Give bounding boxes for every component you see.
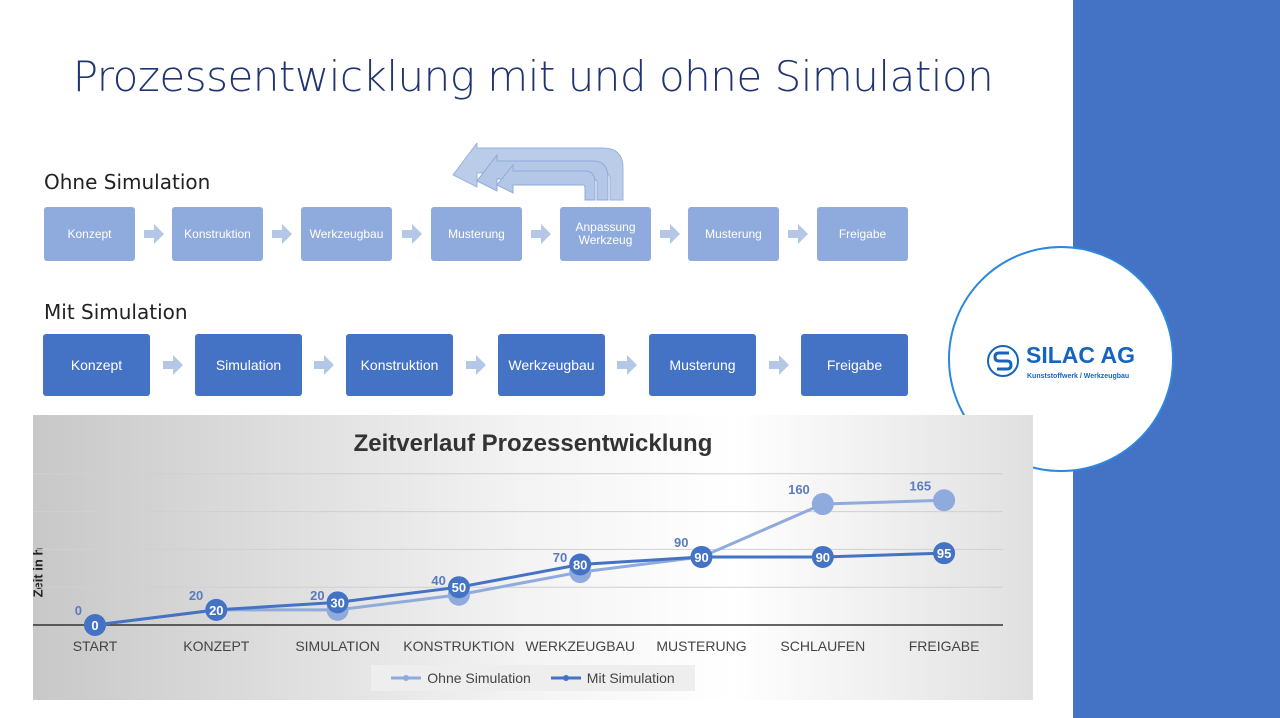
data-point	[690, 545, 713, 568]
process-step: Konstruktion	[346, 334, 453, 396]
data-label: 90	[674, 535, 688, 550]
arrow-right-icon	[788, 224, 808, 249]
x-tick-label: KONZEPT	[183, 638, 250, 654]
process-step: Musterung	[431, 207, 522, 261]
ohne-label: Ohne Simulation	[44, 170, 211, 194]
legend-swatch	[391, 675, 422, 681]
legend-item-ohne: Ohne Simulation	[391, 670, 531, 686]
process-step: Anpassung Werkzeug	[560, 207, 651, 261]
legend-label: Ohne Simulation	[427, 670, 531, 686]
process-step: Simulation	[195, 334, 302, 396]
data-point	[569, 553, 592, 576]
arrow-right-icon	[617, 355, 637, 380]
arrow-right-icon	[314, 355, 334, 380]
x-tick-label: WERKZEUGBAU	[525, 638, 635, 654]
logo-tagline: Kunststoffwerk / Werkzeugbau	[1027, 373, 1130, 380]
process-step: Konzept	[43, 334, 150, 396]
data-point	[447, 576, 470, 599]
data-label: 0	[91, 618, 98, 633]
page-title: Prozessentwicklung mit und ohne Simulati…	[72, 52, 994, 101]
process-step: Freigabe	[801, 334, 908, 396]
arrow-right-icon	[768, 355, 789, 380]
data-label: 165	[909, 478, 931, 493]
data-point	[205, 598, 228, 621]
process-step: Musterung	[649, 334, 756, 396]
chart-title: Zeitverlauf Prozessentwicklung	[353, 430, 713, 457]
x-tick-label: SIMULATION	[295, 638, 380, 654]
silac-logo-icon	[987, 345, 1019, 377]
process-step: Werkzeugbau	[301, 207, 392, 261]
process-step: Werkzeugbau	[498, 334, 605, 396]
x-tick-label: START	[73, 638, 118, 654]
arrow-right-icon	[465, 355, 486, 380]
arrow-right-icon	[162, 355, 183, 380]
legend-item-mit: Mit Simulation	[550, 670, 675, 686]
data-label: 70	[553, 550, 567, 565]
data-point	[933, 542, 956, 565]
arrow-right-icon	[659, 224, 680, 249]
arrow-right-icon	[272, 224, 292, 249]
data-label: 160	[788, 482, 810, 497]
process-step: Konzept	[44, 207, 135, 261]
x-tick-label: FREIGABE	[909, 638, 980, 654]
data-label: 20	[189, 588, 203, 603]
data-point	[933, 489, 956, 512]
loop-back-arrow-icon	[452, 143, 624, 201]
data-label: 90	[816, 550, 830, 565]
legend: Ohne Simulation Mit Simulation	[371, 665, 695, 691]
data-label: 95	[937, 546, 951, 561]
data-label: 0	[75, 603, 82, 618]
data-label: 30	[330, 595, 344, 610]
data-point	[326, 591, 349, 614]
process-step: Konstruktion	[172, 207, 263, 261]
arrow-right-icon	[143, 224, 164, 249]
data-label: 90	[694, 550, 708, 565]
legend-label: Mit Simulation	[586, 670, 675, 686]
x-tick-label: SCHLAUFEN	[780, 638, 865, 654]
data-point	[811, 545, 834, 568]
data-label: 80	[573, 558, 587, 573]
data-point	[84, 614, 106, 636]
process-step: Freigabe	[817, 207, 908, 261]
data-label: 40	[431, 573, 445, 588]
data-label: 50	[452, 580, 466, 595]
data-point	[811, 493, 834, 516]
data-label: 20	[209, 603, 223, 618]
x-tick-label: KONSTRUKTION	[403, 638, 514, 654]
arrow-right-icon	[531, 224, 551, 249]
series-line	[94, 551, 945, 627]
mit-label: Mit Simulation	[44, 300, 188, 324]
process-step: Musterung	[688, 207, 779, 261]
plot-area: START KONZEPT SIMULATION KONSTRUKTION WERKZE…	[33, 473, 1003, 654]
legend-swatch	[550, 675, 581, 681]
time-chart: Zeitverlauf Prozessentwicklung Zeit in h…	[30, 415, 1033, 700]
logo-name: SILAC AG	[1026, 342, 1136, 368]
arrow-right-icon	[401, 224, 422, 249]
x-tick-label: MUSTERUNG	[656, 638, 746, 654]
data-label: 20	[310, 588, 324, 603]
